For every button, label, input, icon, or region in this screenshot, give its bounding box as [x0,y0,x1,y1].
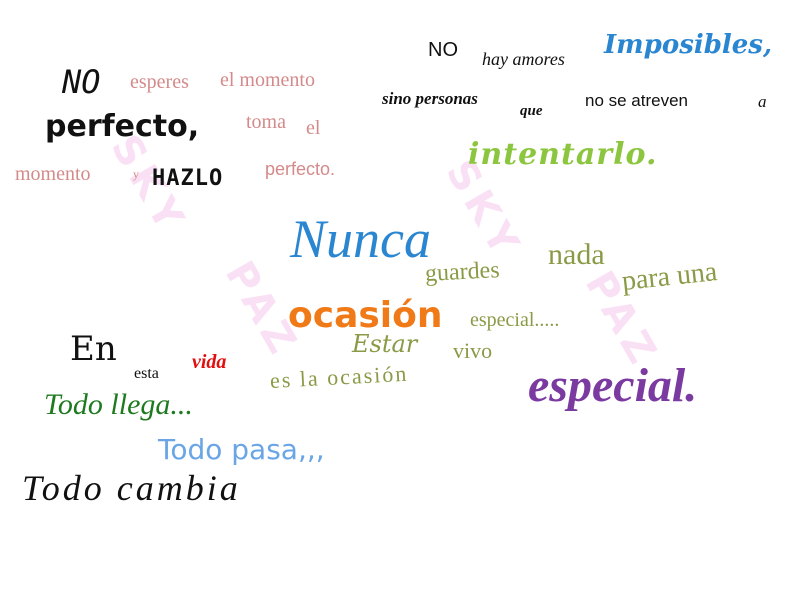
quote2-word-hay-amores: hay amores [482,49,565,69]
quote3-word-nada: nada [548,238,605,271]
quote3-word-vivo: vivo [453,338,493,363]
quote4-word-esta: esta [134,365,159,382]
quote1-word-perfecto-end: perfecto. [265,159,336,179]
quote4-word-vida: vida [192,351,227,373]
quote2-word-a: a [758,92,767,111]
quote2-word-imposibles: Imposibles, [604,30,772,60]
quote1-word-momento: momento [15,163,91,185]
quote2-word-sino-personas: sino personas [382,89,478,108]
quote4-word-en: En [70,329,117,369]
quote1-word-esperes: esperes [130,71,189,93]
quote3-word-es-la-ocasion: es la ocasión [269,360,409,393]
quote3-word-ocasion: ocasión [288,295,443,336]
quote3-word-estar: Estar [352,330,418,358]
quote3-word-para-una: para una [620,256,719,297]
quote3-word-especial-final: especial. [528,359,698,412]
quote1-word-y: y [133,167,139,181]
quote3-word-guardes: guardes [424,257,501,287]
quote1-word-hazlo: HAZLO [152,166,224,191]
quote2-word-no: NO [428,39,458,61]
quote4-word-todo-cambia: Todo cambia [22,468,241,508]
quote1-word-el: el [306,117,321,139]
quote1-word-perfecto: perfecto, [45,109,200,144]
quote2-word-no-se-atreven: no se atreven [585,91,689,110]
quote1-word-no: NO [62,63,101,101]
quote3-word-nunca: Nunca [290,209,431,269]
quote4-word-todo-pasa: Todo pasa,,, [158,433,325,466]
quote2-word-intentarlo: intentarlo. [468,137,658,172]
quote4-word-todo-llega: Todo llega... [44,388,193,421]
quote1-word-el-momento: el momento [220,69,315,91]
quote1-word-toma: toma [246,111,286,133]
quote3-word-especial-dots: especial..... [470,309,560,331]
quote2-word-que: que [520,103,543,119]
